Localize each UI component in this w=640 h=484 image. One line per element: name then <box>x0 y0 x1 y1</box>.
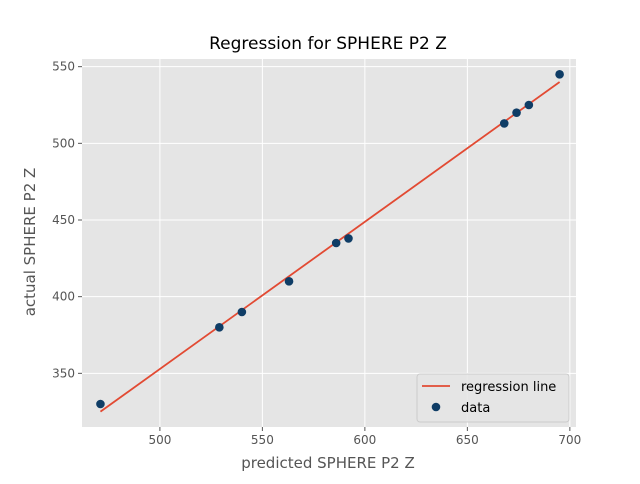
regression-line <box>99 81 561 413</box>
x-tick-label: 700 <box>558 433 581 447</box>
legend-box <box>416 373 570 423</box>
data-point <box>512 108 521 117</box>
data-point <box>96 399 105 409</box>
data-point <box>344 234 353 243</box>
legend-label-regression-line: regression line <box>461 380 556 395</box>
series-layer <box>96 70 564 413</box>
x-tick-label: 600 <box>353 433 376 447</box>
y-tick-label: 550 <box>52 60 75 74</box>
x-tick-label: 500 <box>148 433 171 447</box>
data-point <box>284 277 294 286</box>
data-point <box>215 323 224 332</box>
x-tick-label: 650 <box>456 433 479 447</box>
x-axis-label: predicted SPHERE P2 Z <box>241 454 415 472</box>
legend-label-data: data <box>461 401 490 416</box>
data-point <box>524 100 534 110</box>
data-point <box>331 238 341 248</box>
data-point <box>555 70 564 79</box>
data-point <box>237 307 247 317</box>
y-axis-label: actual SPHERE P2 Z <box>21 168 39 317</box>
y-tick-label: 400 <box>52 290 75 304</box>
y-tick-label: 350 <box>52 366 75 380</box>
axis-ticks: 500 550 600 650 700 350 400 450 500 550 <box>52 60 581 447</box>
grid-lines <box>82 59 576 427</box>
data-point <box>499 119 509 128</box>
legend-marker-swatch <box>431 402 441 412</box>
x-tick-label: 550 <box>251 433 274 447</box>
y-tick-label: 500 <box>52 136 75 150</box>
legend: regression line data <box>416 373 570 423</box>
y-tick-label: 450 <box>52 213 75 227</box>
chart-title: Regression for SPHERE P2 Z <box>209 34 447 54</box>
